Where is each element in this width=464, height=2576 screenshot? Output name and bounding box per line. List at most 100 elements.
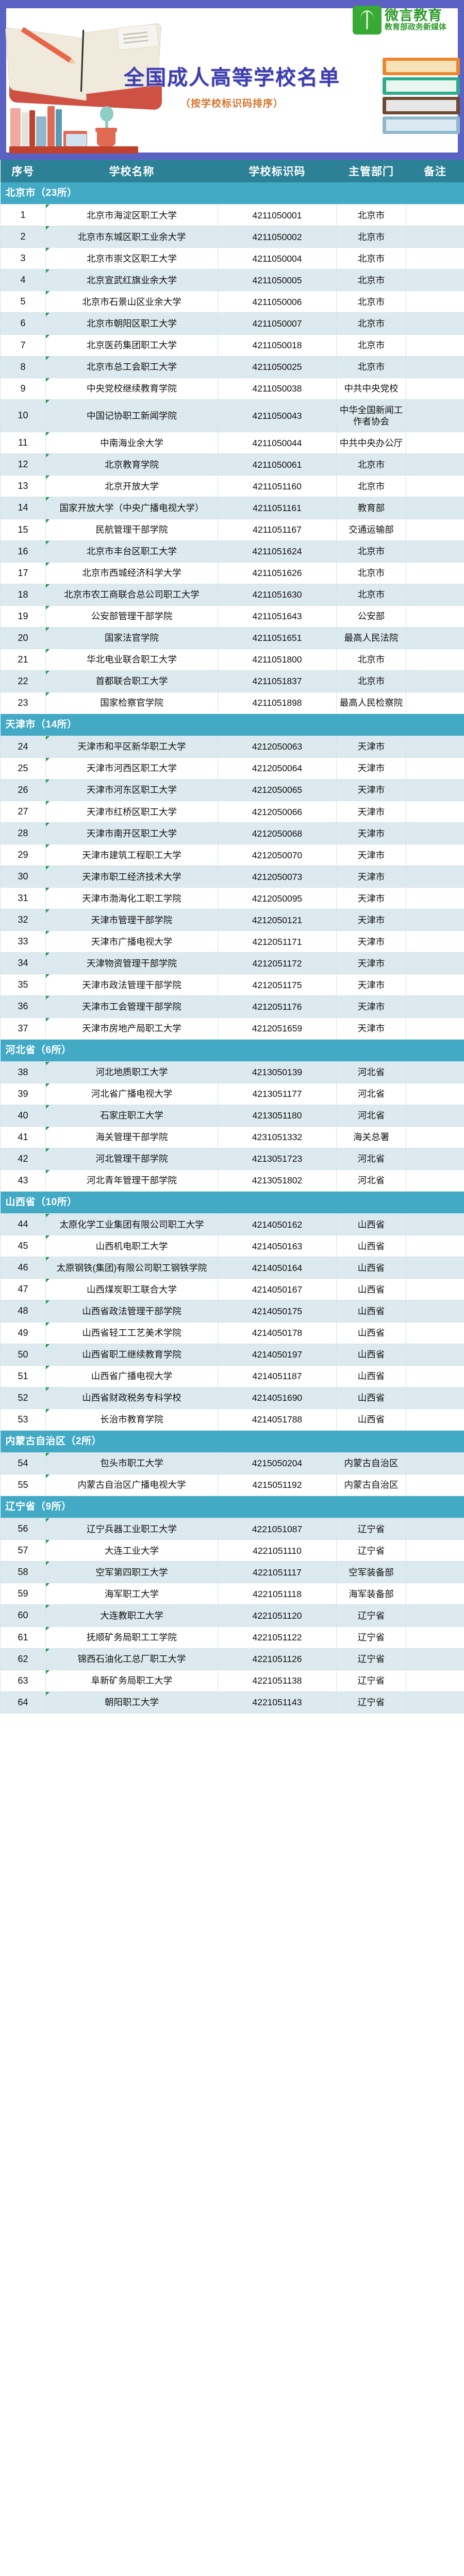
school-code: 4211050018	[218, 334, 337, 357]
group-header-row: 北京市（23所）	[0, 182, 464, 205]
school-name: 天津物资管理干部学院	[45, 952, 218, 975]
school-code: 4213051180	[218, 1104, 337, 1127]
school-name: 天津市红桥区职工大学	[45, 801, 218, 823]
remark	[406, 1648, 464, 1670]
row-index: 43	[0, 1169, 46, 1192]
school-name: 海军职工大学	[45, 1583, 218, 1605]
school-name: 北京市石景山区业余大学	[45, 291, 218, 313]
row-index: 32	[0, 909, 46, 931]
table-row: 42 河北管理干部学院 4213051723 河北省	[0, 1147, 464, 1171]
table-row: 8 北京市总工会职工大学 4211050025 北京市	[0, 355, 464, 378]
row-index: 20	[0, 626, 46, 649]
school-code: 4214051788	[218, 1408, 337, 1431]
table-row: 25 天津市河西区职工大学 4212050064 天津市	[0, 757, 464, 780]
school-code: 4211050043	[218, 399, 337, 433]
governing-department: 天津市	[336, 930, 406, 953]
remark	[406, 432, 464, 454]
school-code: 4214050163	[218, 1235, 337, 1258]
row-index: 63	[0, 1669, 46, 1692]
governing-department: 北京市	[336, 334, 406, 357]
table-row: 36 天津市工会管理干部学院 4212051176 天津市	[0, 995, 464, 1018]
governing-department: 河北省	[336, 1147, 406, 1171]
table-row: 33 天津市广播电视大学 4212051171 天津市	[0, 930, 464, 953]
school-code: 4221051110	[218, 1539, 337, 1562]
school-code: 4213051177	[218, 1082, 337, 1105]
governing-department: 交通运输部	[336, 518, 406, 541]
row-index: 13	[0, 475, 46, 498]
row-index: 2	[0, 226, 46, 248]
school-code: 4211050005	[218, 269, 337, 292]
school-name: 北京开放大学	[45, 475, 218, 498]
remark	[406, 1321, 464, 1344]
row-index: 17	[0, 562, 46, 584]
table-row: 5 北京市石景山区业余大学 4211050006 北京市	[0, 291, 464, 313]
governing-department: 天津市	[336, 822, 406, 845]
school-name: 北京市朝阳区职工大学	[45, 312, 218, 335]
remark	[406, 1518, 464, 1540]
table-row: 60 大连教职工大学 4221051120 辽宁省	[0, 1604, 464, 1627]
group-label: 辽宁省（9所）	[0, 1496, 464, 1518]
school-name: 空军第四职工大学	[45, 1561, 218, 1584]
governing-department: 天津市	[336, 801, 406, 823]
table-row: 34 天津物资管理干部学院 4212051172 天津市	[0, 952, 464, 975]
table-row: 39 河北省广播电视大学 4213051177 河北省	[0, 1082, 464, 1105]
remark	[406, 866, 464, 888]
school-code: 4212050121	[218, 909, 337, 931]
governing-department: 天津市	[336, 757, 406, 780]
school-code: 4214050164	[218, 1257, 337, 1279]
school-name: 天津市广播电视大学	[45, 930, 218, 953]
governing-department: 北京市	[336, 355, 406, 378]
governing-department: 辽宁省	[336, 1604, 406, 1627]
remark	[406, 562, 464, 584]
row-index: 52	[0, 1386, 46, 1409]
school-code: 4212050073	[218, 866, 337, 888]
school-code: 4214051187	[218, 1365, 337, 1387]
row-index: 53	[0, 1408, 46, 1431]
school-name: 包头市职工大学	[45, 1452, 218, 1475]
row-index: 40	[0, 1104, 46, 1127]
table-row: 32 天津市管理干部学院 4212050121 天津市	[0, 909, 464, 931]
row-index: 58	[0, 1561, 46, 1584]
title-block: 全国成人高等学校名单 （按学校标识码排序）	[0, 61, 464, 110]
school-name: 河北青年管理干部学院	[45, 1169, 218, 1192]
governing-department: 北京市	[336, 226, 406, 248]
remark	[406, 1082, 464, 1105]
school-name: 长治市教育学院	[45, 1408, 218, 1431]
table-row: 9 中央党校继续教育学院 4211050038 中共中央党校	[0, 377, 464, 400]
school-name: 太原钢铁(集团)有限公司职工钢铁学院	[45, 1257, 218, 1279]
table-row: 26 天津市河东区职工大学 4212050065 天津市	[0, 779, 464, 802]
remark	[406, 1235, 464, 1258]
page-title: 全国成人高等学校名单	[124, 66, 340, 89]
school-code: 4214051690	[218, 1386, 337, 1409]
table-row: 6 北京市朝阳区职工大学 4211050007 北京市	[0, 312, 464, 335]
logo-primary-text: 微言教育	[385, 7, 442, 23]
table-row: 18 北京市农工商联合总公司职工大学 4211051630 北京市	[0, 583, 464, 606]
table-row: 1 北京市海淀区职工大学 4211050001 北京市	[0, 204, 464, 227]
governing-department: 辽宁省	[336, 1518, 406, 1540]
school-code: 4221051122	[218, 1626, 337, 1649]
row-index: 24	[0, 736, 46, 758]
table-row: 46 太原钢铁(集团)有限公司职工钢铁学院 4214050164 山西省	[0, 1257, 464, 1279]
table-row: 47 山西煤炭职工联合大学 4214050167 山西省	[0, 1278, 464, 1301]
governing-department: 山西省	[336, 1343, 406, 1366]
group-header-row: 河北省（6所）	[0, 1039, 464, 1062]
school-name: 民航管理干部学院	[45, 518, 218, 541]
remark	[406, 1257, 464, 1279]
table-row: 37 天津市房地产局职工大学 4212051659 天津市	[0, 1017, 464, 1040]
school-name: 石家庄职工大学	[45, 1104, 218, 1127]
governing-department: 北京市	[336, 269, 406, 292]
book-stack-illustration	[383, 56, 460, 134]
school-code: 4212050095	[218, 887, 337, 910]
school-code: 4213051802	[218, 1169, 337, 1192]
row-index: 4	[0, 269, 46, 292]
remark	[406, 399, 464, 433]
row-index: 27	[0, 801, 46, 823]
remark	[406, 1408, 464, 1431]
governing-department: 山西省	[336, 1213, 406, 1236]
row-index: 49	[0, 1321, 46, 1344]
school-name: 抚顺矿务局职工工学院	[45, 1626, 218, 1649]
remark	[406, 736, 464, 758]
remark	[406, 1691, 464, 1714]
school-code: 4211050025	[218, 355, 337, 378]
governing-department: 北京市	[336, 562, 406, 584]
